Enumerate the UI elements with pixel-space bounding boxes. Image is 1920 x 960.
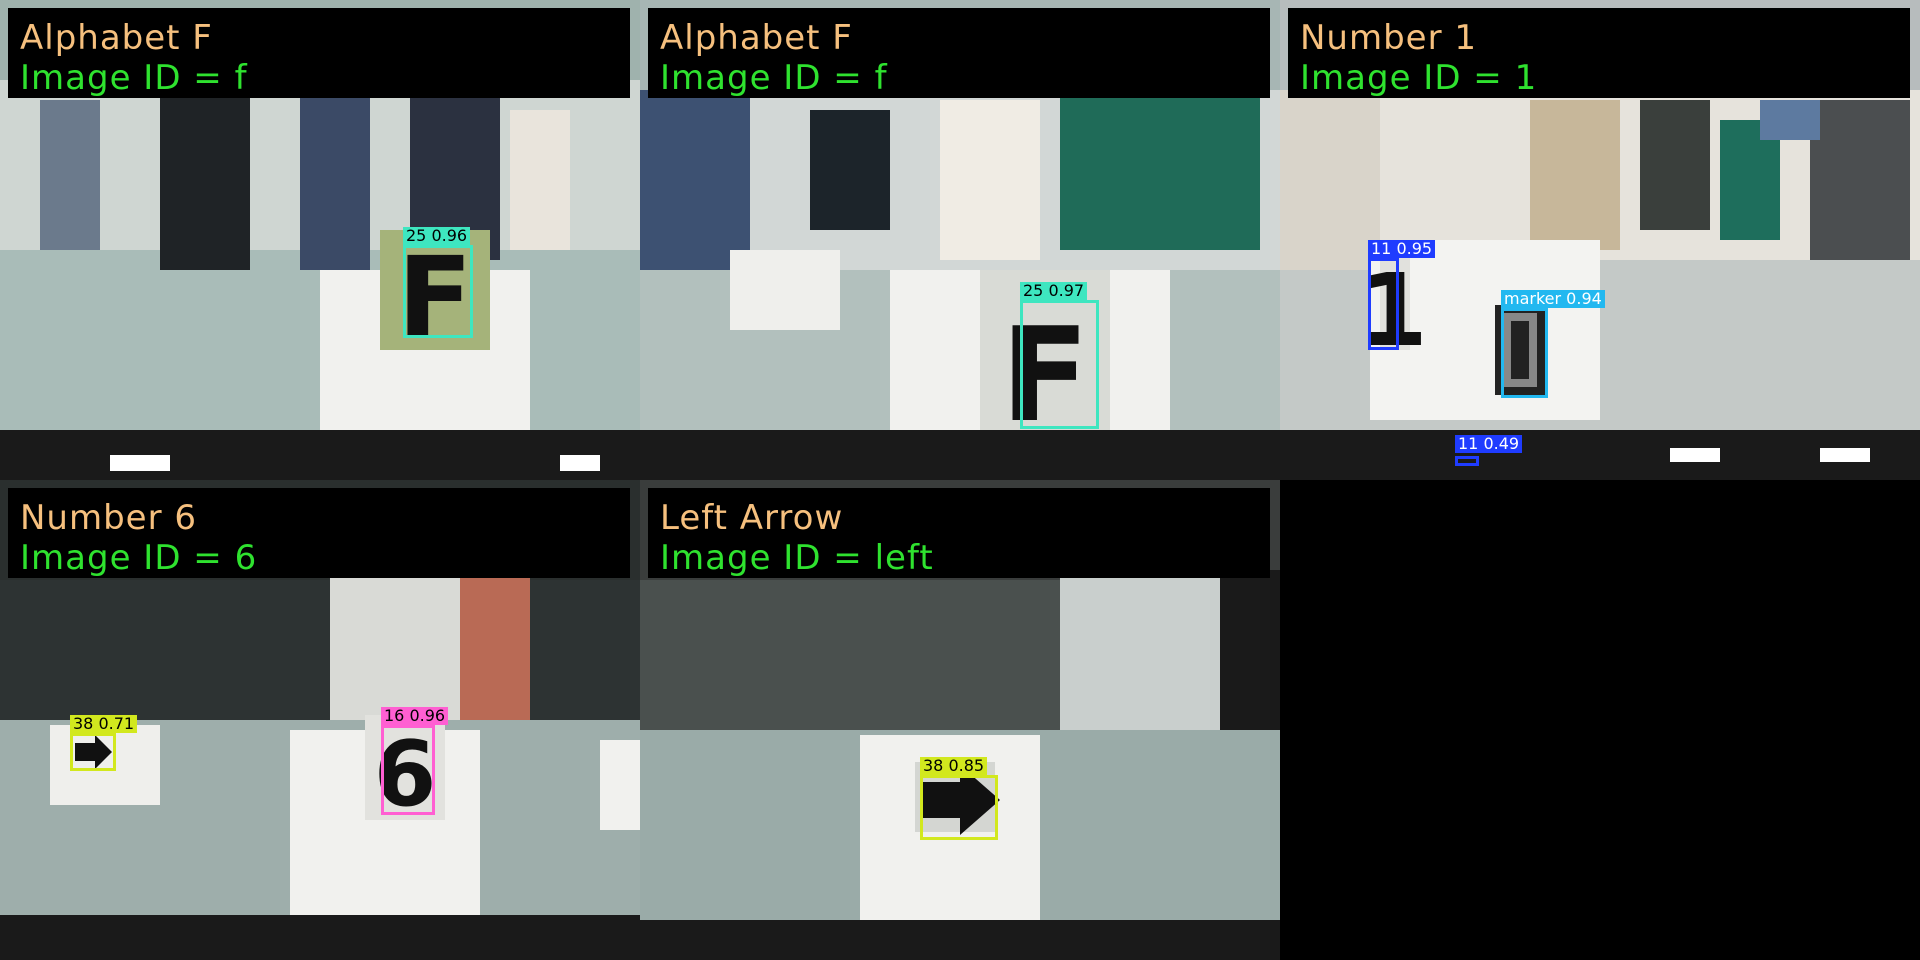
detection-box [1455, 456, 1479, 466]
detection-box [1368, 258, 1399, 350]
detection-label: 25 0.96 [403, 227, 471, 245]
camera-scene: 1 [1280, 0, 1920, 480]
caption-image-id: Image ID = f [660, 58, 888, 98]
caption-title: Alphabet F [20, 18, 213, 58]
caption-image-id: Image ID = left [660, 538, 934, 578]
svg-text:F: F [397, 233, 472, 361]
tile-number-1: 1 11 0.95 marker 0.94 11 0.49 Number 1 I… [1280, 0, 1920, 480]
caption-panel: Number 1 Image ID = 1 [1288, 8, 1910, 98]
detection-label: 11 0.49 [1455, 435, 1523, 453]
caption-title: Number 1 [1300, 18, 1478, 58]
detection-label: 38 0.85 [920, 757, 988, 775]
tile-alphabet-f-2: F 25 0.97 Alphabet F Image ID = f [640, 0, 1280, 480]
svg-text:F: F [1001, 299, 1090, 451]
caption-panel: Number 6 Image ID = 6 [8, 488, 630, 578]
detection-label: marker 0.94 [1501, 290, 1605, 308]
tile-number-6: 6 38 0.71 16 0.96 Number 6 Image ID = 6 [0, 480, 640, 960]
caption-title: Left Arrow [660, 498, 844, 538]
caption-image-id: Image ID = 1 [1300, 58, 1538, 98]
detection-label: 25 0.97 [1020, 282, 1088, 300]
detection-label: 16 0.96 [381, 707, 449, 725]
caption-image-id: Image ID = f [20, 58, 248, 98]
caption-image-id: Image ID = 6 [20, 538, 258, 578]
caption-panel: Left Arrow Image ID = left [648, 488, 1270, 578]
detection-box [70, 733, 116, 771]
svg-text:6: 6 [374, 722, 437, 827]
caption-title: Alphabet F [660, 18, 853, 58]
caption-panel: Alphabet F Image ID = f [648, 8, 1270, 98]
tile-left-arrow: 38 0.85 Left Arrow Image ID = left [640, 480, 1280, 960]
detection-box [381, 725, 435, 815]
detection-label: 38 0.71 [70, 715, 138, 733]
detection-box [920, 775, 998, 840]
tile-empty [1280, 480, 1920, 960]
caption-title: Number 6 [20, 498, 198, 538]
caption-panel: Alphabet F Image ID = f [8, 8, 630, 98]
detection-box [1501, 308, 1548, 398]
detection-box [403, 245, 473, 338]
detection-label: 11 0.95 [1368, 240, 1436, 258]
detection-box [1020, 300, 1099, 429]
tile-alphabet-f-1: F 25 0.96 Alphabet F Image ID = f [0, 0, 640, 480]
